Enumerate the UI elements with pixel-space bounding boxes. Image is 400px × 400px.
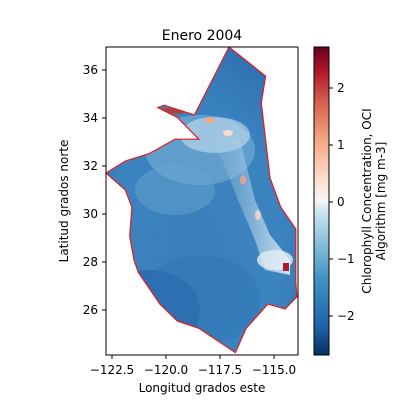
chart-title: Enero 2004	[162, 28, 243, 44]
colorbar-label-line1: Chlorophyll Concentration, OCI	[360, 108, 374, 293]
y-tick-label: 28	[83, 255, 98, 269]
colorbar-label-line2: Algorithm [mg m-3]	[374, 142, 388, 261]
study-region-boundary	[106, 47, 298, 354]
y-axis-label: Latitud grados norte	[57, 140, 71, 263]
x-tick-label: −122.5	[90, 363, 134, 377]
y-tick-label: 34	[83, 111, 98, 125]
x-tick-label: −115.0	[252, 363, 296, 377]
colorbar-tick-label: −1	[337, 252, 355, 266]
colorbar-tick-label: −2	[337, 309, 355, 323]
x-tick-label: −120.0	[144, 363, 188, 377]
y-tick-label: 26	[83, 303, 98, 317]
colorbar: −2 −1 0 1 2 Chlorophyll Concentration, O…	[313, 46, 388, 356]
x-axis: −122.5 −120.0 −117.5 −115.0 Longitud gra…	[90, 355, 296, 395]
x-tick-label: −117.5	[198, 363, 242, 377]
y-tick-label: 36	[83, 63, 98, 77]
colorbar-tick-label: 2	[337, 81, 345, 95]
y-tick-label: 30	[83, 207, 98, 221]
plot-frame	[105, 46, 299, 356]
map-plot	[106, 47, 298, 354]
colorbar-gradient	[313, 46, 330, 356]
colorbar-tick-label: 1	[337, 138, 345, 152]
colorbar-tick-label: 0	[337, 195, 345, 209]
y-axis: 26 28 30 32 34 36 Latitud grados norte	[57, 63, 106, 317]
y-tick-label: 32	[83, 159, 98, 173]
x-axis-label: Longitud grados este	[139, 381, 266, 395]
